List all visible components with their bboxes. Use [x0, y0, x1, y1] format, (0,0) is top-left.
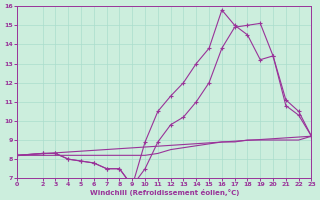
X-axis label: Windchill (Refroidissement éolien,°C): Windchill (Refroidissement éolien,°C) [90, 189, 239, 196]
